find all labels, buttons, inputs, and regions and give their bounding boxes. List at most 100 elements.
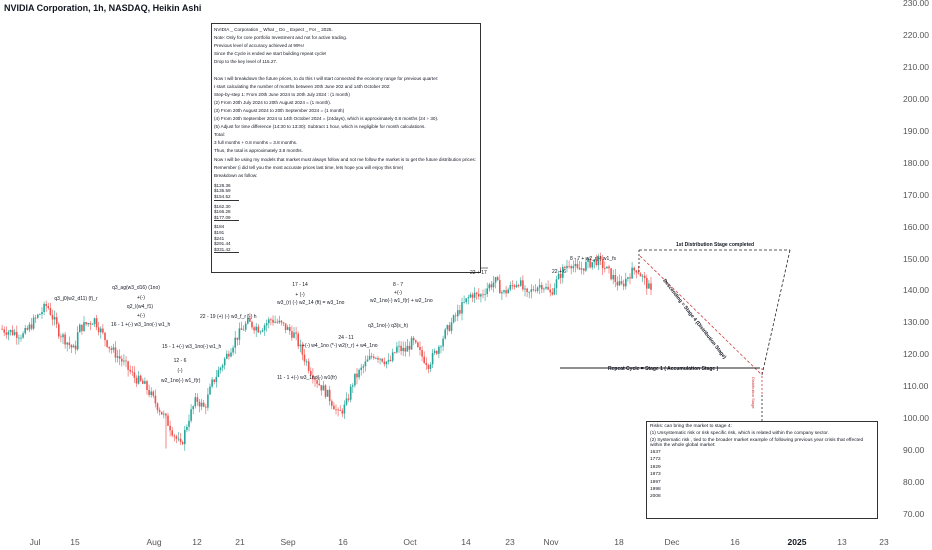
candle-body [213, 379, 215, 382]
note-line: Now I will be using my models that marke… [214, 156, 476, 162]
target-price: $166.28 [214, 209, 231, 215]
candle-body [79, 324, 81, 333]
candle-body [568, 265, 570, 267]
candle-body [377, 357, 379, 360]
candle-body [515, 285, 518, 288]
candle-body [404, 347, 407, 352]
candle-body [93, 318, 96, 325]
chart-title: NVIDIA Corporation, 1h, NASDAQ, Heikin A… [4, 3, 202, 13]
candle-body [228, 353, 230, 357]
candle-body [301, 344, 304, 355]
candle-body [312, 375, 314, 380]
candle-body [18, 337, 20, 339]
target-price: $162.30 [214, 203, 231, 209]
candle-body [421, 349, 423, 357]
x-tick-label: Jul [29, 537, 41, 547]
note-line: 3 full months + 0.8 months = 3.8 months. [214, 140, 298, 146]
y-tick-label: 210.00 [903, 61, 929, 72]
candle-body [446, 325, 449, 330]
candle-body [622, 283, 625, 287]
candle-body [299, 344, 302, 347]
candle-body [28, 324, 31, 330]
candle-body [100, 328, 102, 333]
wave-label: 11 - 1 +(-) w3_1no(-) w1(fr) [277, 375, 337, 381]
wave-label: 8 - 7 + w2_r(-) w1_fs [570, 256, 616, 262]
candle-body [123, 360, 125, 362]
candle-body [152, 391, 155, 396]
candle-body [547, 286, 549, 290]
candle-body [188, 420, 190, 427]
x-tick-label: 23 [879, 537, 889, 547]
candle-body [24, 327, 26, 334]
candle-body [60, 336, 62, 338]
candle-body [226, 353, 228, 359]
candle-body [175, 436, 178, 439]
x-tick-label: Oct [403, 537, 417, 547]
risk-line: Risks: can bring the market to stage 4: [650, 424, 732, 429]
candle-body [629, 277, 631, 279]
note-line: (5) Adjust for time difference (14:30 to… [214, 124, 426, 130]
candle-body [402, 347, 404, 352]
candle-body [639, 273, 642, 277]
wave-label: w2_1no(-) w1_f(r) [161, 378, 201, 384]
risk-line: 1973 [650, 472, 661, 478]
y-tick-label: 70.00 [903, 509, 925, 519]
note-line: I start calculating the number of months… [214, 83, 391, 89]
candle-body [190, 409, 192, 421]
candle-body [534, 290, 537, 291]
candle-body [419, 347, 421, 350]
y-tick-label: 130.00 [903, 317, 929, 328]
candle-body [13, 332, 16, 335]
candle-body [221, 365, 224, 368]
candle-body [37, 314, 39, 318]
x-tick-label: 14 [461, 537, 471, 547]
candle-body [45, 303, 47, 307]
candle-body [461, 302, 463, 314]
candle-body [599, 256, 602, 260]
candle-body [181, 442, 184, 445]
candle-body [274, 321, 276, 323]
candle-body [106, 340, 108, 347]
note-line [214, 66, 478, 74]
candle-body [545, 286, 547, 289]
y-tick-label: 140.00 [903, 285, 929, 296]
candle-body [305, 361, 308, 363]
candle-body [591, 262, 593, 268]
wave-label: 22 + 17 [470, 270, 487, 276]
target-price: $291.44 [214, 241, 231, 247]
target-price: $184 [214, 224, 225, 230]
candle-body [339, 410, 341, 412]
x-tick-label: Sep [280, 537, 296, 547]
overlay-lines [476, 249, 791, 421]
candle-body [597, 256, 600, 266]
wave-label: +(-) w4_1no (*-) w2(r_r) + w4_1no [302, 343, 378, 349]
candle-body [114, 347, 117, 358]
candle-body [562, 266, 564, 278]
candle-body [240, 328, 243, 330]
candle-body [43, 303, 45, 312]
candle-body [475, 292, 478, 294]
candle-body [433, 350, 436, 353]
candle-body [408, 345, 411, 350]
candle-body [89, 323, 92, 325]
candle-body [171, 430, 173, 436]
candle-body [543, 288, 545, 290]
candle-body [635, 270, 638, 273]
note-line: Now I will breakdown the future prices, … [214, 75, 439, 81]
wave-label: +(-) [394, 290, 402, 296]
candle-body [127, 361, 129, 370]
note-line: Note: Only for core portfolio Investment… [214, 35, 348, 41]
candle-body [156, 403, 159, 411]
candle-body [564, 266, 566, 269]
candle-body [541, 284, 543, 290]
candle-body [429, 364, 432, 369]
note-line: (2) From 20th July 2024 to 20th August 2… [214, 99, 332, 105]
candle-body [198, 401, 201, 407]
candle-body [536, 287, 539, 291]
y-tick-label: 120.00 [903, 349, 929, 360]
candle-body [144, 381, 146, 384]
candle-body [454, 315, 457, 317]
y-tick-label: 110.00 [903, 381, 929, 392]
candle-body [566, 265, 568, 269]
candle-body [322, 385, 325, 391]
